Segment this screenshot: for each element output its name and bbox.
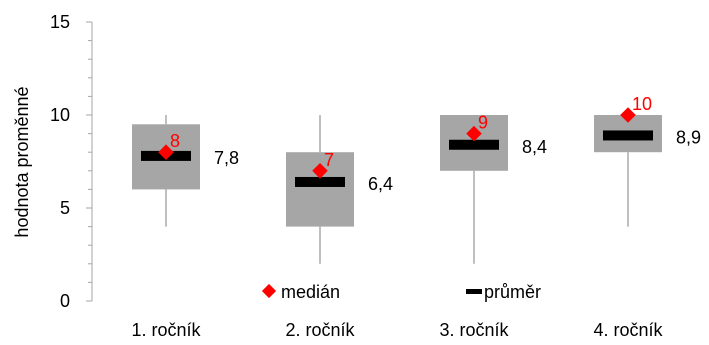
box-3: 8,49: [440, 113, 547, 264]
median-label: 7: [324, 150, 334, 170]
y-tick-label: 0: [60, 291, 70, 311]
legend-mean-marker: [466, 289, 482, 294]
y-tick-label: 10: [50, 105, 70, 125]
mean-label: 8,9: [676, 127, 701, 147]
mean-label: 6,4: [368, 174, 393, 194]
x-tick-label: 3. ročník: [439, 320, 509, 340]
legend-median-label: medián: [281, 282, 340, 302]
mean-marker: [449, 139, 499, 150]
box-1: 7,88: [132, 115, 239, 227]
y-tick-label: 5: [60, 198, 70, 218]
y-axis: 0 5 10 15: [50, 12, 93, 311]
median-marker: [312, 163, 328, 179]
x-tick-label: 1. ročník: [131, 320, 201, 340]
boxes: 7,886,478,498,910: [132, 94, 701, 264]
mean-marker: [603, 130, 653, 141]
median-label: 8: [170, 131, 180, 151]
median-marker: [158, 144, 174, 160]
box-2: 6,47: [286, 115, 393, 264]
x-tick-label: 4. ročník: [593, 320, 663, 340]
mean-label: 8,4: [522, 137, 547, 157]
x-tick-label: 2. ročník: [285, 320, 355, 340]
x-axis-labels: 1. ročník 2. ročník 3. ročník 4. ročník: [131, 320, 663, 340]
y-tick-label: 15: [50, 12, 70, 32]
legend-median-marker: [261, 283, 277, 299]
median-label: 10: [632, 94, 652, 114]
y-axis-label: hodnota proměnné: [12, 86, 32, 237]
legend: medián průměr: [261, 282, 541, 302]
median-marker: [466, 125, 482, 142]
mean-marker: [295, 176, 345, 187]
legend-mean-label: průměr: [484, 282, 541, 302]
mean-label: 7,8: [214, 148, 239, 168]
box-4: 8,9 10: [594, 94, 701, 227]
median-label: 9: [478, 113, 488, 133]
